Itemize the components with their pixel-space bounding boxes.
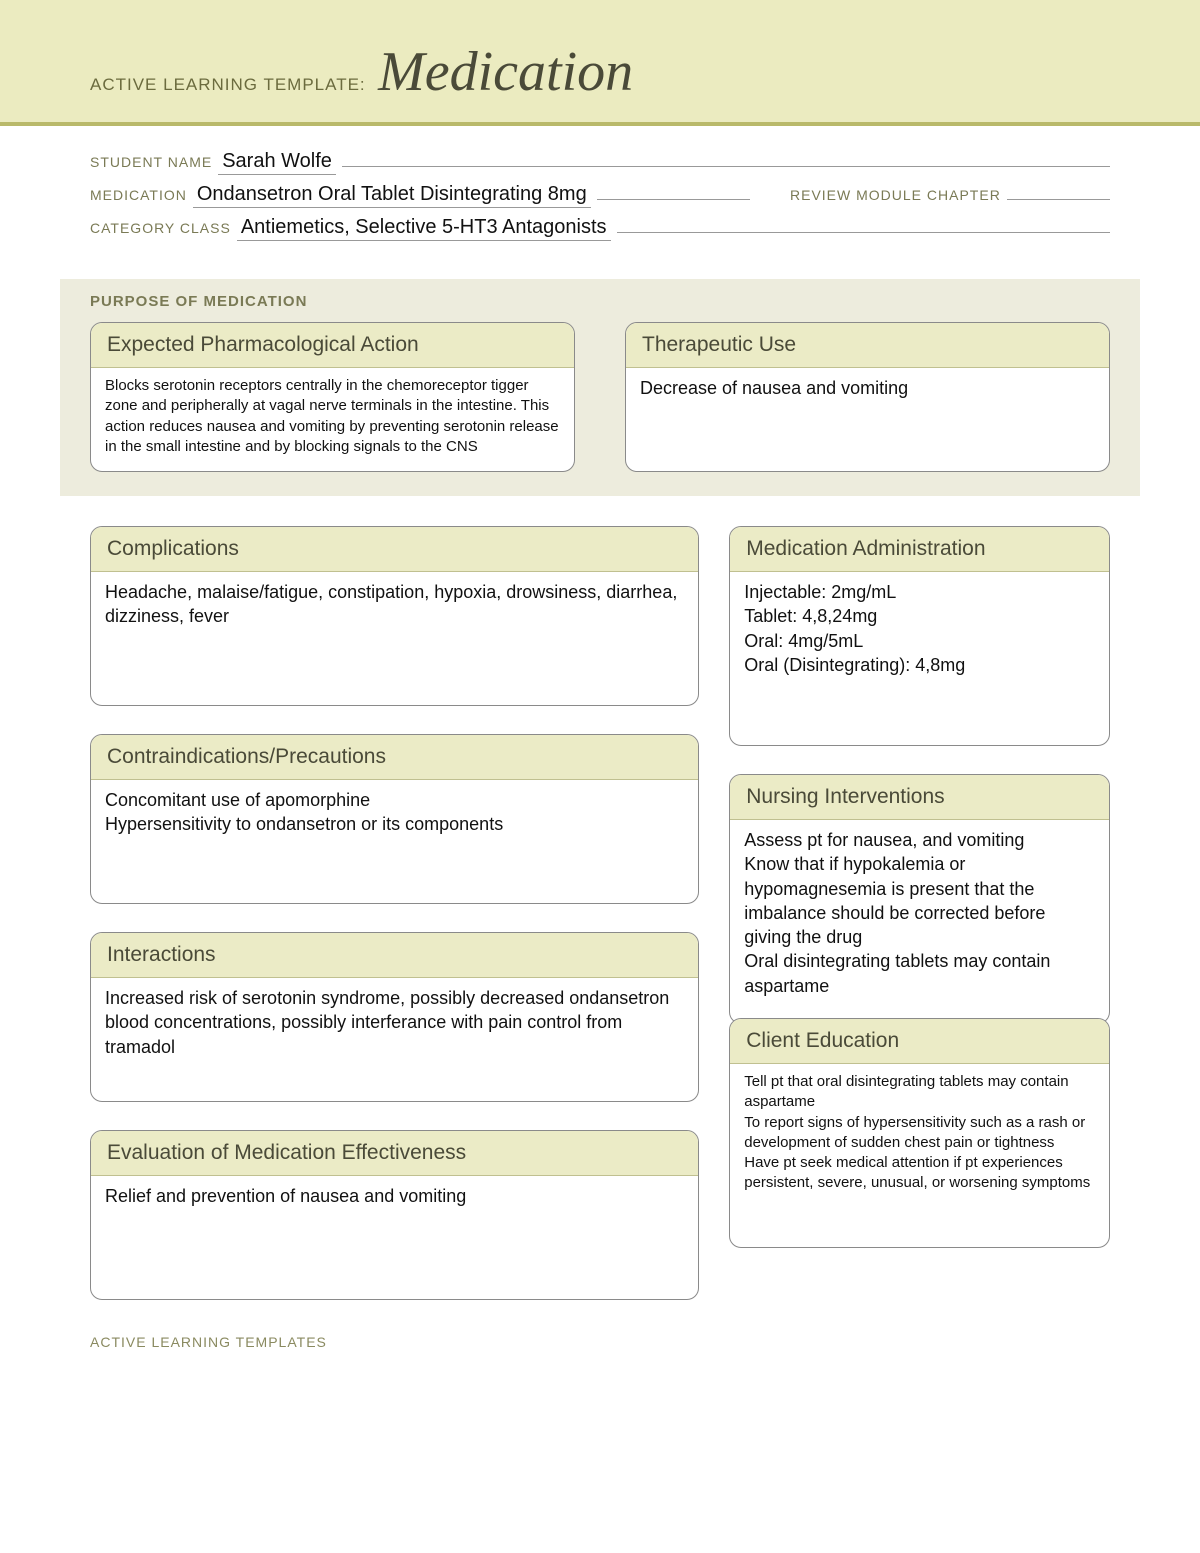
evaluation-body: Relief and prevention of nausea and vomi… bbox=[91, 1176, 698, 1222]
student-name-row: STUDENT NAME Sarah Wolfe bbox=[90, 150, 1110, 175]
right-column: Medication Administration Injectable: 2m… bbox=[729, 526, 1110, 1300]
purpose-heading: PURPOSE OF MEDICATION bbox=[60, 293, 1140, 322]
pharm-action-body: Blocks serotonin receptors centrally in … bbox=[91, 368, 574, 471]
category-row: CATEGORY CLASS Antiemetics, Selective 5-… bbox=[90, 216, 1110, 241]
underline bbox=[597, 184, 750, 200]
education-box: Client Education Tell pt that oral disin… bbox=[729, 1018, 1110, 1248]
underline bbox=[342, 151, 1110, 167]
left-column: Complications Headache, malaise/fatigue,… bbox=[90, 526, 699, 1300]
administration-body: Injectable: 2mg/mL Tablet: 4,8,24mg Oral… bbox=[730, 572, 1109, 691]
purpose-section: PURPOSE OF MEDICATION Expected Pharmacol… bbox=[60, 279, 1140, 496]
interactions-box: Interactions Increased risk of serotonin… bbox=[90, 932, 699, 1102]
nursing-body: Assess pt for nausea, and vomiting Know … bbox=[730, 820, 1109, 1012]
header-title: Medication bbox=[378, 41, 633, 103]
contraindications-box: Contraindications/Precautions Concomitan… bbox=[90, 734, 699, 904]
administration-title: Medication Administration bbox=[730, 527, 1109, 572]
complications-body: Headache, malaise/fatigue, constipation,… bbox=[91, 572, 698, 643]
therapeutic-use-title: Therapeutic Use bbox=[626, 323, 1109, 368]
pharm-action-box: Expected Pharmacological Action Blocks s… bbox=[90, 322, 575, 472]
category-value: Antiemetics, Selective 5-HT3 Antagonists bbox=[237, 216, 611, 241]
complications-title: Complications bbox=[91, 527, 698, 572]
interactions-title: Interactions bbox=[91, 933, 698, 978]
administration-box: Medication Administration Injectable: 2m… bbox=[729, 526, 1110, 746]
evaluation-title: Evaluation of Medication Effectiveness bbox=[91, 1131, 698, 1176]
student-name-label: STUDENT NAME bbox=[90, 154, 212, 170]
interactions-body: Increased risk of serotonin syndrome, po… bbox=[91, 978, 698, 1073]
medication-label: MEDICATION bbox=[90, 187, 187, 203]
evaluation-box: Evaluation of Medication Effectiveness R… bbox=[90, 1130, 699, 1300]
therapeutic-use-box: Therapeutic Use Decrease of nausea and v… bbox=[625, 322, 1110, 472]
nursing-title: Nursing Interventions bbox=[730, 775, 1109, 820]
category-label: CATEGORY CLASS bbox=[90, 220, 231, 236]
header-band: ACTIVE LEARNING TEMPLATE: Medication bbox=[0, 0, 1200, 126]
meta-block: STUDENT NAME Sarah Wolfe MEDICATION Onda… bbox=[0, 126, 1200, 269]
underline bbox=[617, 217, 1110, 233]
footer-text: ACTIVE LEARNING TEMPLATES bbox=[90, 1334, 327, 1350]
education-body: Tell pt that oral disintegrating tablets… bbox=[730, 1064, 1109, 1208]
medication-value: Ondansetron Oral Tablet Disintegrating 8… bbox=[193, 183, 591, 208]
header-prefix: ACTIVE LEARNING TEMPLATE: bbox=[90, 75, 366, 94]
complications-box: Complications Headache, malaise/fatigue,… bbox=[90, 526, 699, 706]
content-grid: Complications Headache, malaise/fatigue,… bbox=[0, 496, 1200, 1300]
therapeutic-use-body: Decrease of nausea and vomiting bbox=[626, 368, 1109, 414]
review-underline bbox=[1007, 184, 1110, 200]
nursing-box: Nursing Interventions Assess pt for naus… bbox=[729, 774, 1110, 1024]
page: ACTIVE LEARNING TEMPLATE: Medication STU… bbox=[0, 0, 1200, 1380]
student-name-value: Sarah Wolfe bbox=[218, 150, 336, 175]
contraindications-title: Contraindications/Precautions bbox=[91, 735, 698, 780]
contraindications-body: Concomitant use of apomorphine Hypersens… bbox=[91, 780, 698, 851]
medication-row: MEDICATION Ondansetron Oral Tablet Disin… bbox=[90, 183, 1110, 208]
nursing-education-group: Nursing Interventions Assess pt for naus… bbox=[729, 774, 1110, 1248]
education-title: Client Education bbox=[730, 1019, 1109, 1064]
pharm-action-title: Expected Pharmacological Action bbox=[91, 323, 574, 368]
review-label: REVIEW MODULE CHAPTER bbox=[790, 187, 1001, 203]
